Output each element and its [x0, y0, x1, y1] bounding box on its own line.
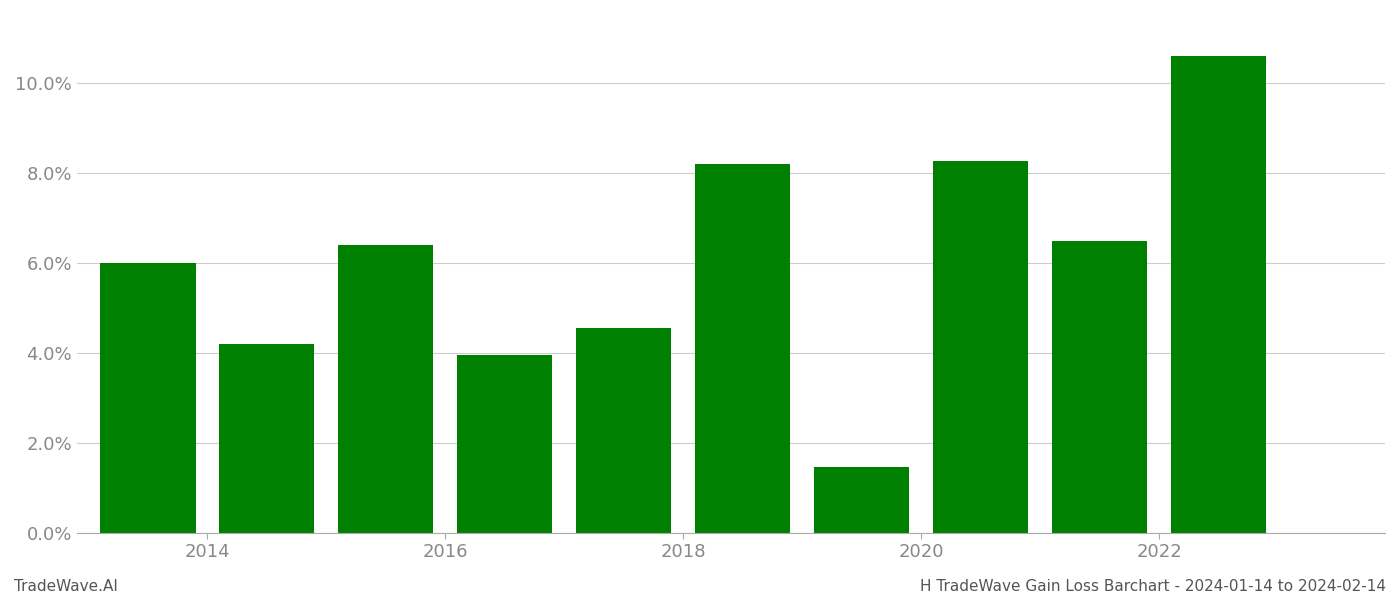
Bar [458, 355, 553, 533]
Bar [339, 245, 434, 533]
Bar [696, 164, 790, 533]
Bar [220, 344, 315, 533]
Bar [577, 328, 672, 533]
Bar [101, 263, 196, 533]
Bar [1051, 241, 1147, 533]
Text: H TradeWave Gain Loss Barchart - 2024-01-14 to 2024-02-14: H TradeWave Gain Loss Barchart - 2024-01… [920, 579, 1386, 594]
Bar [932, 161, 1028, 533]
Bar [1170, 56, 1266, 533]
Text: TradeWave.AI: TradeWave.AI [14, 579, 118, 594]
Bar [813, 467, 909, 533]
